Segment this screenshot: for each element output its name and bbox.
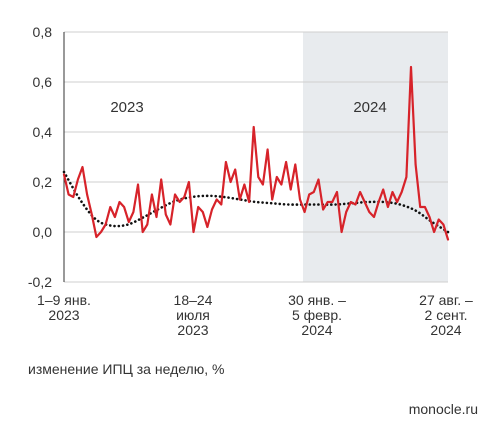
cpi-chart: -0,2 0,0 0,2 0,4 0,6 0,8 1–9 янв. 2023 18–24 июл… [28,24,473,338]
year-label-2024: 2024 [353,99,386,116]
y-tick-label: 0,0 [33,224,53,240]
y-tick-label: 0,4 [33,124,53,140]
weekly-cpi-line [62,65,450,241]
y-tick-label: 0,8 [33,24,53,40]
series-layer [62,65,450,241]
year-label-2023: 2023 [110,99,143,116]
shaded-period-2024 [303,32,448,282]
x-tick-label: 18–24 июля 2023 [174,292,213,338]
x-tick-label: 1–9 янв. 2023 [37,292,91,323]
y-tick-labels: -0,2 0,0 0,2 0,4 0,6 0,8 [28,24,52,290]
trend-line-dotted [62,170,450,234]
x-tick-labels: 1–9 янв. 2023 18–24 июля 2023 30 янв. –5 февр… [37,292,473,338]
gridlines [64,31,448,283]
x-tick-label: 27 авг. –2 сент. 2024 [419,292,473,338]
y-tick-label: -0,2 [28,274,52,290]
y-tick-label: 0,2 [33,174,53,190]
source-label: monocle.ru [408,401,478,417]
y-tick-label: 0,6 [33,74,53,90]
x-tick-label: 30 янв. –5 февр. 2024 [288,292,346,338]
chart-caption: изменение ИПЦ за неделю, % [28,361,225,377]
